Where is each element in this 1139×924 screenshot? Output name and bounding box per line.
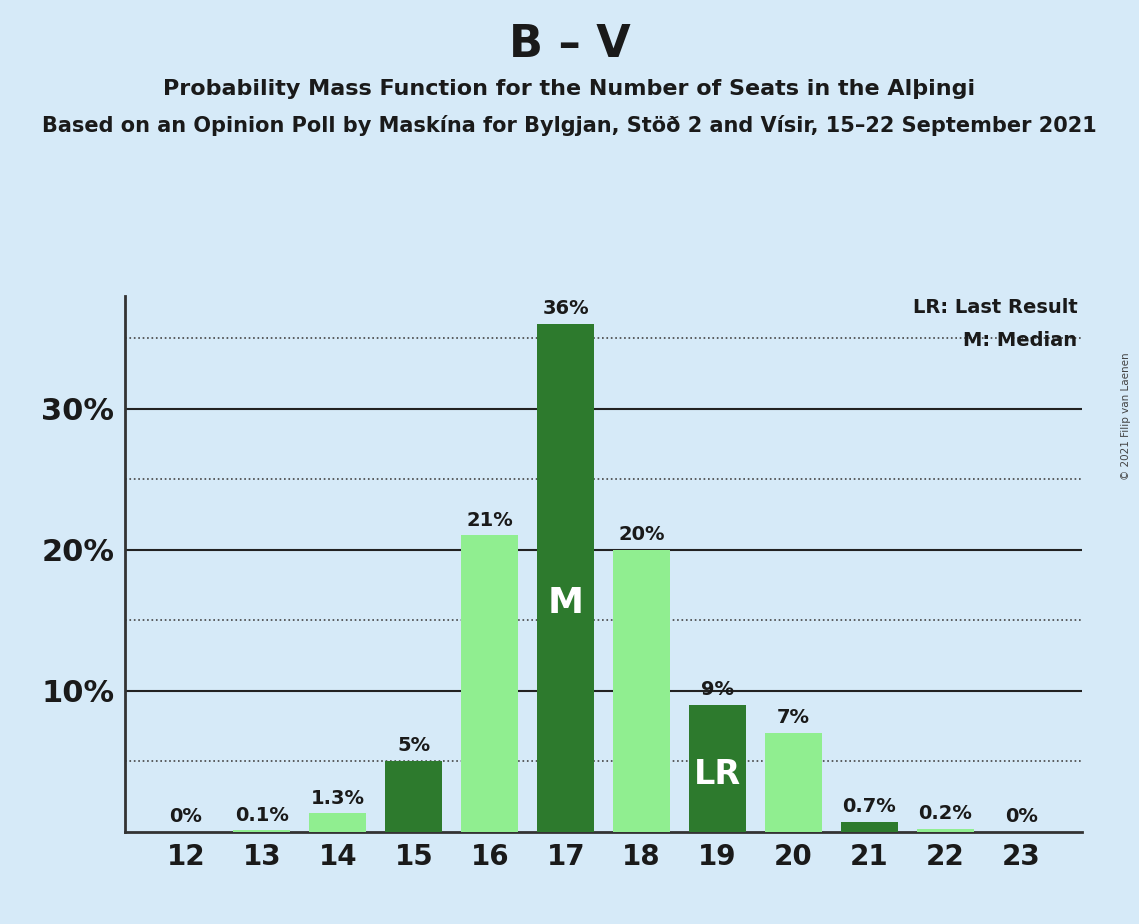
Text: 0%: 0%	[1005, 807, 1038, 826]
Text: 0.1%: 0.1%	[235, 806, 289, 824]
Text: B – V: B – V	[509, 23, 630, 67]
Bar	[841, 821, 898, 832]
Text: 0.2%: 0.2%	[918, 804, 973, 823]
Text: 21%: 21%	[466, 511, 514, 529]
Text: 36%: 36%	[542, 299, 589, 318]
Text: M: Median: M: Median	[964, 331, 1077, 349]
Bar	[461, 535, 518, 832]
Bar	[765, 733, 822, 832]
Text: Probability Mass Function for the Number of Seats in the Alþingi: Probability Mass Function for the Number…	[163, 79, 976, 99]
Text: Based on an Opinion Poll by Maskína for Bylgjan, Stöð 2 and Vísir, 15–22 Septemb: Based on an Opinion Poll by Maskína for …	[42, 116, 1097, 137]
Bar	[233, 830, 290, 832]
Bar	[917, 829, 974, 832]
Text: 1.3%: 1.3%	[311, 788, 364, 808]
Bar	[613, 550, 670, 832]
Text: 20%: 20%	[618, 525, 665, 544]
Bar	[385, 761, 442, 832]
Bar	[689, 705, 746, 832]
Text: © 2021 Filip van Laenen: © 2021 Filip van Laenen	[1121, 352, 1131, 480]
Text: LR: LR	[694, 758, 741, 791]
Text: 0%: 0%	[170, 807, 203, 826]
Text: 0.7%: 0.7%	[843, 797, 896, 816]
Text: 5%: 5%	[398, 736, 431, 756]
Text: 7%: 7%	[777, 708, 810, 727]
Text: LR: Last Result: LR: Last Result	[912, 298, 1077, 317]
Bar	[310, 813, 367, 832]
Bar	[538, 324, 595, 832]
Text: 9%: 9%	[702, 680, 734, 699]
Text: M: M	[548, 586, 583, 620]
